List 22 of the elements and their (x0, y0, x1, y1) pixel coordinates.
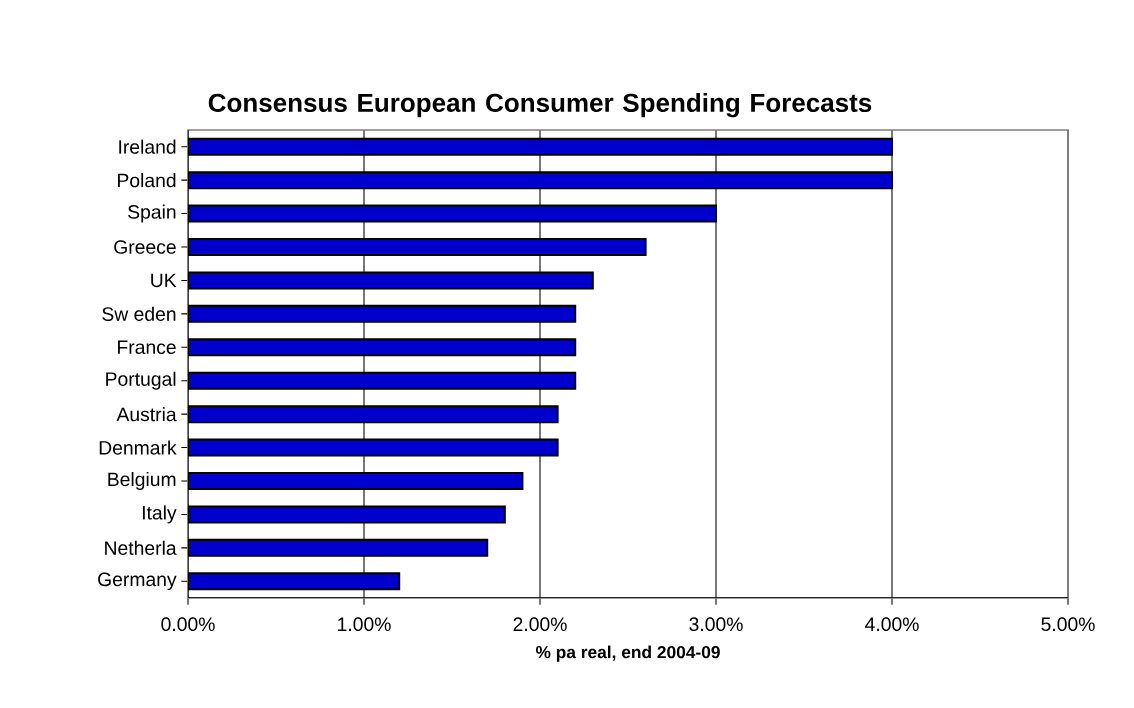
y-tick-label: Germany (98, 572, 177, 591)
y-tick-label: Portugal (106, 371, 176, 390)
x-tick-label: 5.00% (1041, 617, 1095, 632)
y-tick-label: Italy (142, 505, 177, 524)
y-tick-label: Sw eden (102, 306, 176, 321)
y-tick-label: Denmark (99, 440, 177, 455)
x-tick-label: 1.00% (338, 617, 391, 632)
x-axis-title: % pa real, end 2004-09 (535, 645, 720, 662)
y-tick-label: Poland (118, 173, 176, 188)
y-tick-label: Belgium (108, 471, 176, 491)
y-tick-label: France (118, 340, 176, 355)
y-tick-label: Netherla (105, 540, 177, 555)
x-tick-label: 3.00% (689, 617, 743, 632)
chart-title: Consensus European Consumer Spending Forecasts (208, 92, 872, 118)
y-tick-label: Austria (116, 407, 177, 422)
x-tick-label: 4.00% (865, 617, 919, 632)
y-tick-label: Greece (114, 240, 176, 254)
y-tick-label: Ireland (119, 139, 176, 154)
x-tick-label: 0.00% (161, 617, 215, 632)
y-tick-label: UK (151, 273, 177, 288)
x-tick-label: 2.00% (513, 617, 567, 632)
y-tick-label: Spain (128, 204, 176, 223)
